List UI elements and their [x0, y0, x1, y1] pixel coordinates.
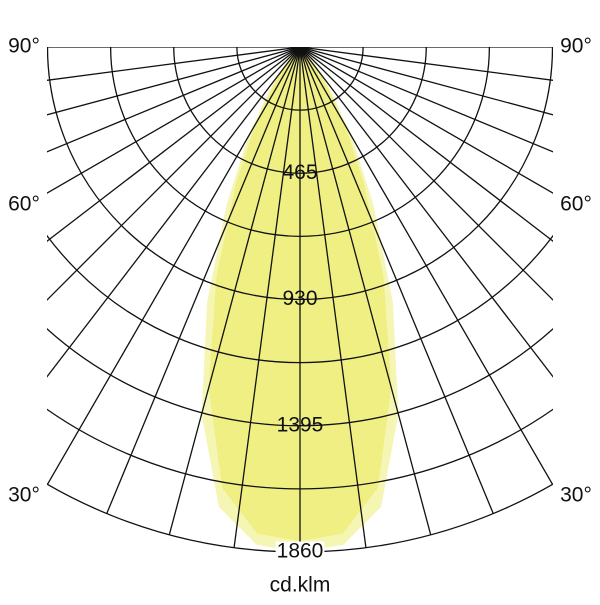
radial-line — [47, 47, 301, 378]
radial-line — [299, 47, 367, 548]
r-tick-label: 930 — [282, 287, 317, 310]
radial-line — [299, 47, 553, 81]
radial-line — [47, 47, 301, 116]
radial-line — [233, 47, 301, 548]
radial-line — [299, 47, 553, 242]
radial-line — [299, 47, 553, 378]
radial-line — [47, 47, 301, 194]
r-tick-label: 1860 — [277, 540, 324, 563]
radial-line — [299, 47, 553, 485]
radial-line — [106, 47, 301, 514]
radial-line — [47, 47, 301, 301]
angle-label: 30° — [560, 484, 592, 507]
radial-line — [47, 47, 301, 242]
radial-line — [47, 47, 301, 153]
radial-line — [299, 47, 494, 514]
angle-label: 30° — [8, 484, 40, 507]
angle-label: 90° — [560, 35, 592, 58]
radial-line — [47, 47, 301, 485]
radial-line — [299, 47, 553, 301]
radial-line — [299, 47, 553, 153]
angle-label: 90° — [8, 35, 40, 58]
angle-label: 60° — [560, 193, 592, 216]
axis-label: cd.klm — [270, 574, 331, 597]
radial-line — [168, 47, 301, 535]
r-tick-label: 465 — [282, 161, 317, 184]
radial-line — [299, 47, 432, 535]
radial-line — [299, 47, 553, 194]
r-tick-label: 1395 — [277, 413, 324, 436]
radial-line — [47, 47, 301, 81]
angle-label: 60° — [8, 193, 40, 216]
radial-line — [299, 47, 553, 116]
label-bg — [275, 541, 325, 561]
